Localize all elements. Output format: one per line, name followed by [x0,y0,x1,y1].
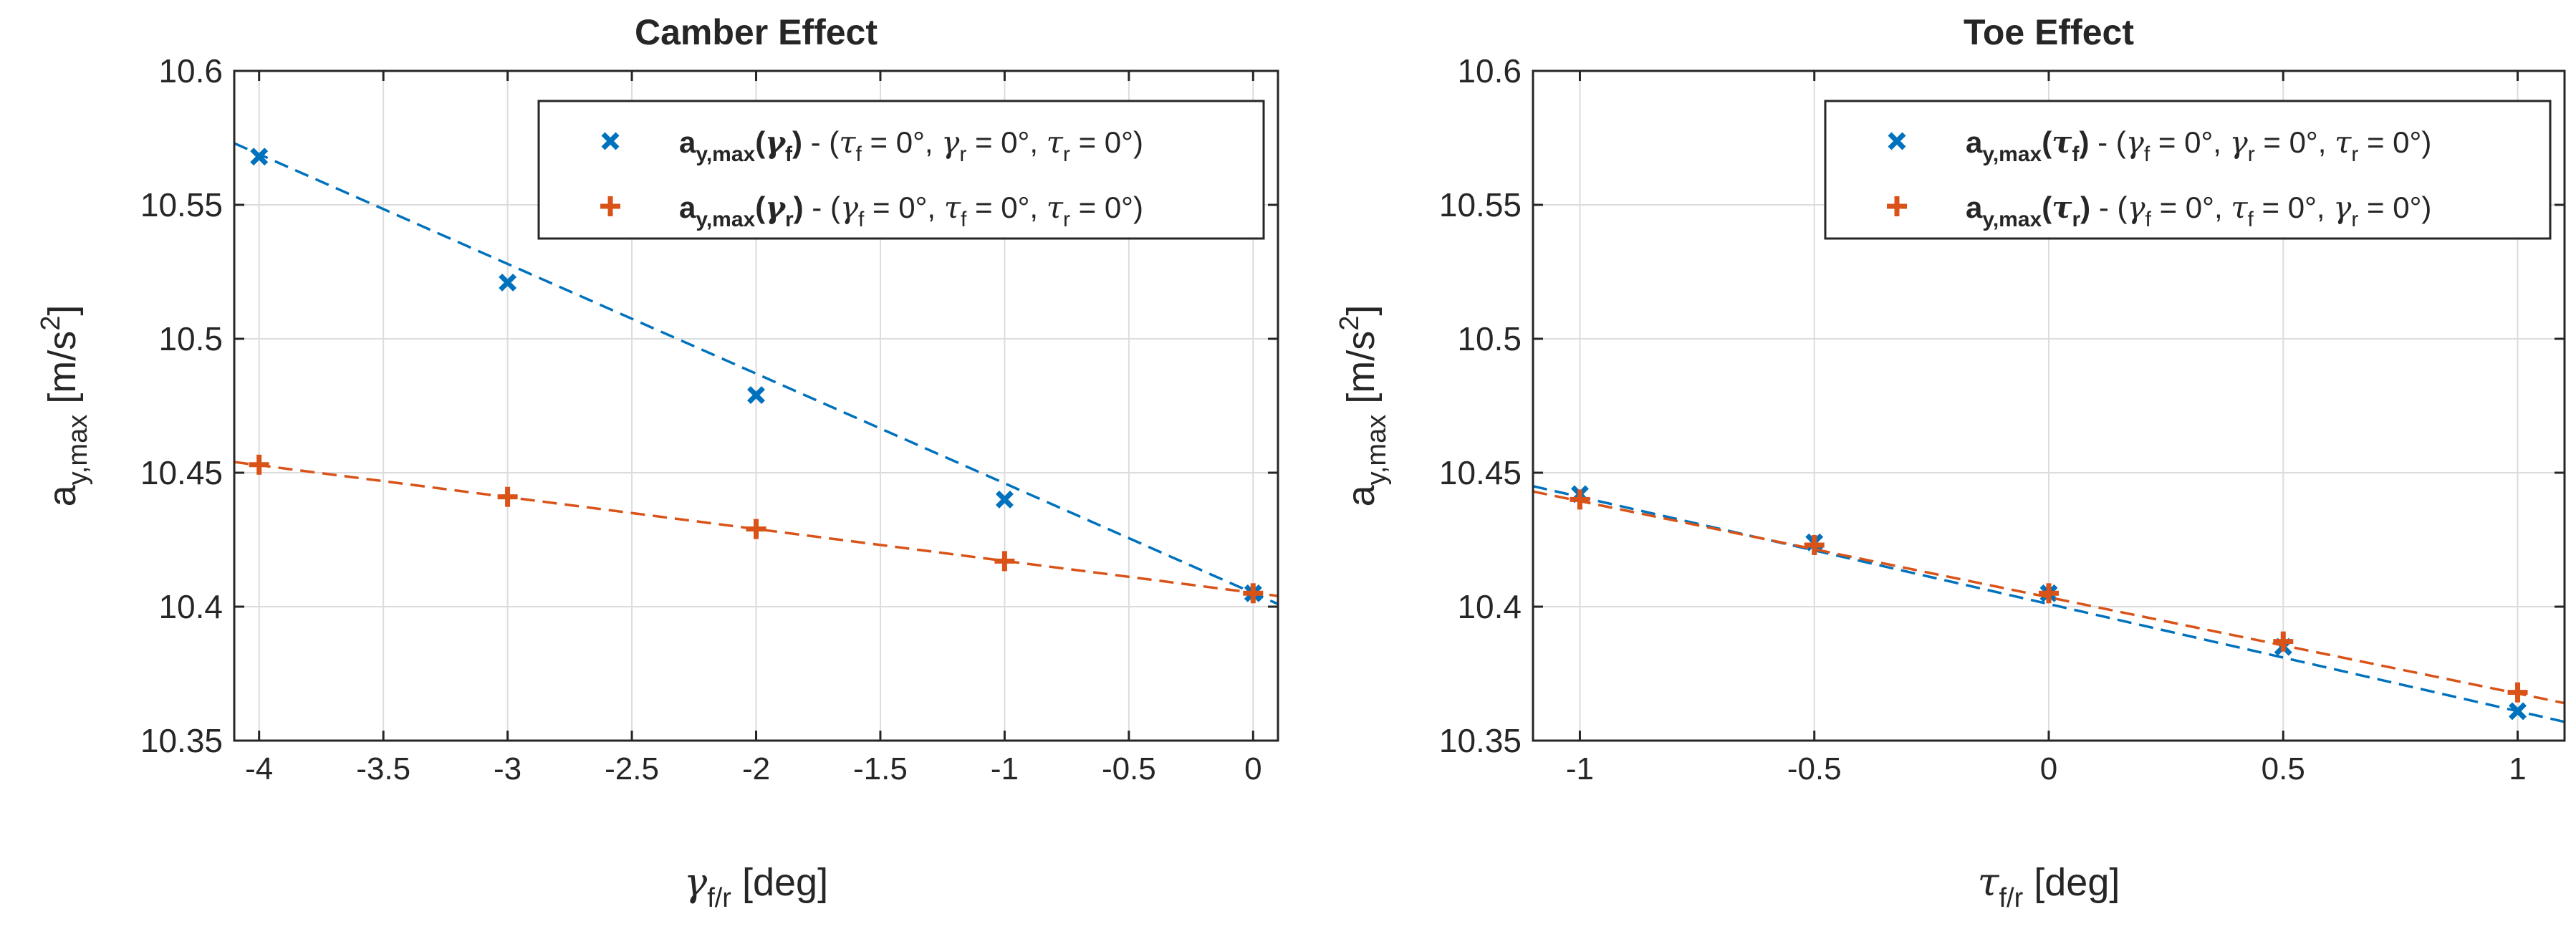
y-axis-label: ay,max [m/s2] [1335,305,1392,507]
x-tick-label: -3 [494,751,522,786]
x-tick-label: -1 [1566,751,1594,786]
axes-frame [1532,69,2566,742]
data-point [747,386,765,405]
legend-entry-2: ay,max(γr) - (γf = 0°, τf = 0°, τr = 0°) [600,190,1143,231]
x-tick-label: -1 [991,751,1019,786]
x-tick-label: -3.5 [356,751,410,786]
y-tick-label: 10.4 [1457,588,1522,625]
y-tick-label: 10.45 [140,454,223,491]
y-tick-label: 10.55 [140,186,223,223]
series-fit-line [1532,490,2565,705]
y-tick-label: 10.45 [1439,454,1522,491]
data-point [250,148,269,166]
legend-label: ay,max(τr) - (γf = 0°, τf = 0°, γr = 0°) [1966,190,2431,231]
data-point [1243,583,1264,604]
chart-title: Camber Effect [635,12,878,52]
x-tick-label: 0 [1244,751,1261,786]
x-tick-label: -0.5 [1787,751,1842,786]
legend: ay,max(γf) - (τf = 0°, γr = 0°, τr = 0°)… [537,100,1265,240]
chart-title: Toe Effect [1964,12,2134,52]
x-tick-label: -4 [245,751,273,786]
legend-box [537,100,1265,240]
x-tick-label: -2.5 [605,751,659,786]
chart-1: -4 -3.5 -3 -2.5 -2 -1.5 -1 -0.5 0 10.35 10.4 10.45 1… [36,12,1279,913]
series-2 [1532,489,2565,705]
y-tick-label: 10.55 [1439,186,1522,223]
data-point [2509,702,2527,721]
x-axis-label: τf/r [deg] [1978,860,2120,913]
x-tick-label: -0.5 [1102,751,1156,786]
chart-2: -1 -0.5 0 0.5 1 10.35 10.4 10.45 10.5 10.55 10.6 To… [1335,12,2566,913]
y-tick-label: 10.35 [140,722,223,759]
legend-marker [601,132,620,150]
legend-entry-2: ay,max(τr) - (γf = 0°, τf = 0°, γr = 0°) [1887,190,2431,231]
data-point [995,490,1014,509]
legend-entry-1: ay,max(γf) - (τf = 0°, γr = 0°, τr = 0°) [601,125,1143,166]
legend-box [1824,100,2552,240]
data-point [1804,534,1825,555]
x-tick-label: -1.5 [853,751,908,786]
data-point [2507,682,2528,703]
series-1 [234,142,1279,605]
y-tick-label: 10.4 [158,588,223,625]
legend-label: ay,max(γf) - (τf = 0°, γr = 0°, τr = 0°) [679,125,1143,166]
data-point [249,454,269,475]
y-tick-label: 10.6 [1457,52,1522,90]
legend-label: ay,max(τf) - (γf = 0°, γr = 0°, τr = 0°) [1966,125,2431,166]
data-point [994,551,1015,572]
y-tick-label: 10.5 [158,320,223,357]
data-point [497,486,518,507]
data-point [1570,489,1590,510]
series-fit-line [234,461,1279,597]
legend: ay,max(τf) - (γf = 0°, γr = 0°, τr = 0°)… [1824,100,2552,240]
legend-label: ay,max(γr) - (γf = 0°, τf = 0°, τr = 0°) [679,190,1143,231]
axes-frame [233,69,1279,742]
data-point [746,519,766,539]
data-point [2273,631,2294,652]
y-tick-label: 10.35 [1439,722,1522,759]
x-axis-label: γf/r [deg] [684,860,828,913]
x-tick-label: 0.5 [2262,751,2305,786]
series-fit-line [234,142,1279,605]
legend-marker [1888,132,1906,150]
y-tick-label: 10.5 [1457,320,1522,357]
x-tick-label: 0 [2040,751,2057,786]
series-2 [234,454,1279,604]
x-tick-label: 1 [2509,751,2526,786]
y-tick-label: 10.6 [158,52,223,90]
x-tick-label: -2 [742,751,770,786]
legend-entry-1: ay,max(τf) - (γf = 0°, γr = 0°, τr = 0°) [1888,125,2431,166]
data-point [499,273,517,292]
y-axis-label: ay,max [m/s2] [36,305,93,507]
data-point [2039,583,2059,604]
